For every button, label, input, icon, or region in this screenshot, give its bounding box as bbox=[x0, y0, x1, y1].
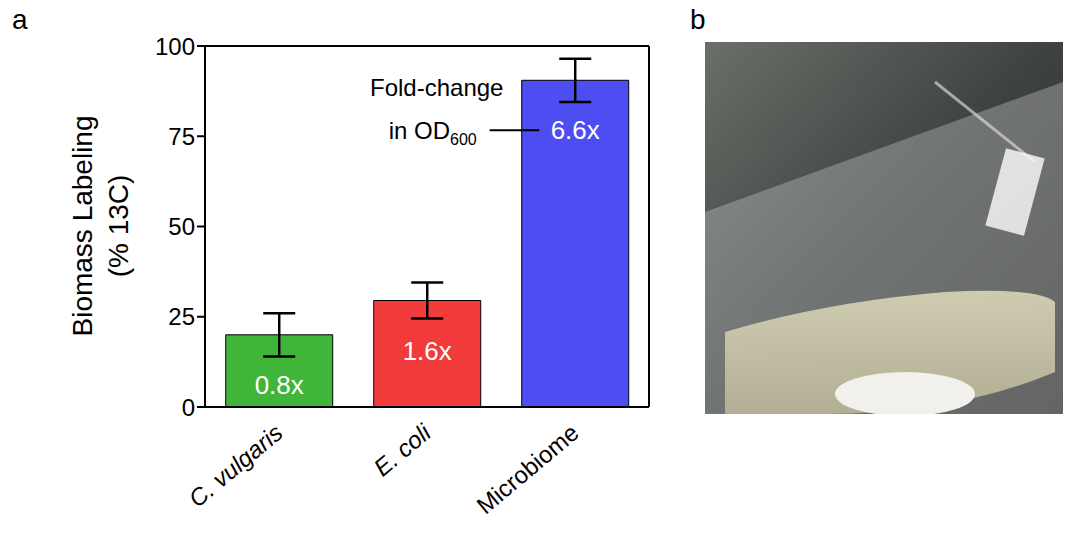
html-text:b: b bbox=[690, 4, 706, 35]
svg-text:6.6x: 6.6x bbox=[551, 115, 600, 145]
svg-text:Fold-change: Fold-change bbox=[370, 74, 503, 101]
svg-text:in OD600: in OD600 bbox=[389, 117, 477, 148]
svg-text:Biomass Labeling: Biomass Labeling bbox=[67, 115, 98, 336]
html-text:a: a bbox=[12, 4, 28, 35]
svg-text:25: 25 bbox=[168, 303, 195, 330]
svg-text:(% 13C): (% 13C) bbox=[103, 175, 134, 278]
svg-text:100: 100 bbox=[155, 33, 195, 60]
svg-text:C. vulgaris: C. vulgaris bbox=[183, 419, 287, 513]
svg-text:Microbiome: Microbiome bbox=[471, 419, 583, 519]
svg-text:75: 75 bbox=[168, 123, 195, 150]
svg-text:50: 50 bbox=[168, 213, 195, 240]
svg-text:E. coli: E. coli bbox=[368, 418, 436, 481]
svg-text:1.6x: 1.6x bbox=[403, 336, 452, 366]
svg-text:0: 0 bbox=[182, 394, 195, 421]
svg-text:0.8x: 0.8x bbox=[255, 370, 304, 400]
